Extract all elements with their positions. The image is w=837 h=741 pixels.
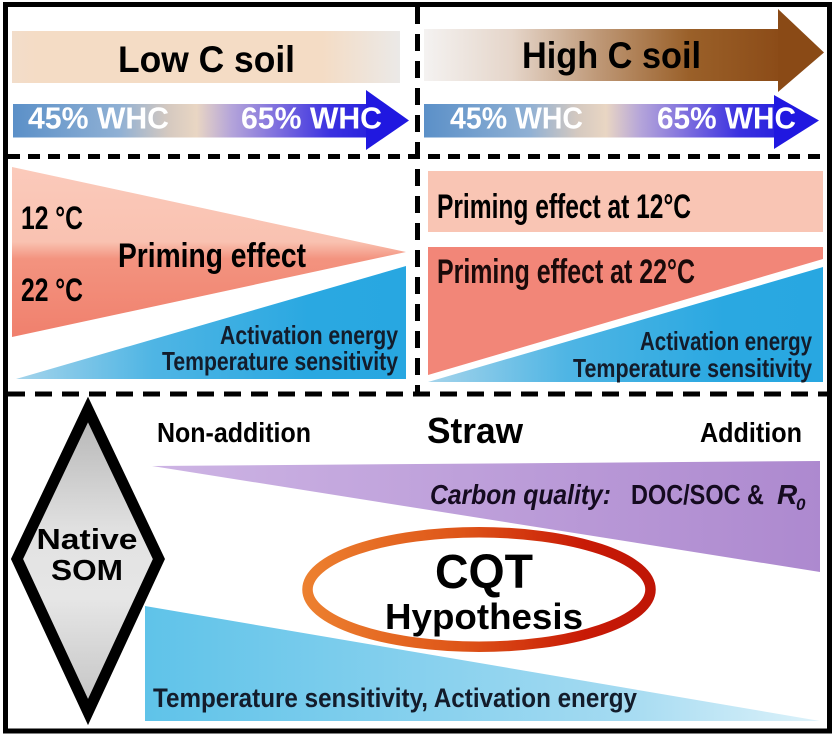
svg-text:45% WHC: 45% WHC [450,101,583,136]
svg-text:Addition: Addition [700,417,802,448]
svg-text:12 °C: 12 °C [21,200,83,236]
svg-text:22 °C: 22 °C [21,272,83,308]
svg-text:Low C soil: Low C soil [118,39,295,80]
svg-text:45% WHC: 45% WHC [28,101,169,136]
svg-text:High C soil: High C soil [522,35,701,76]
svg-text:Carbon quality:: Carbon quality: [430,479,611,510]
svg-text:Temperature sensitivity: Temperature sensitivity [573,353,812,383]
svg-text:Temperature sensitivity: Temperature sensitivity [162,346,398,376]
svg-text:Hypothesis: Hypothesis [385,596,583,637]
svg-text:Priming effect: Priming effect [118,237,306,275]
svg-text:Activation energy: Activation energy [220,320,398,350]
svg-text:Straw: Straw [427,410,524,451]
svg-text:Non-addition: Non-addition [157,417,311,448]
svg-text:65% WHC: 65% WHC [657,101,796,136]
svg-text:Priming effect at 22°C: Priming effect at 22°C [437,253,695,291]
svg-text:CQT: CQT [435,546,533,599]
svg-text:Native: Native [37,524,138,556]
svg-text:DOC/SOC &: DOC/SOC & [631,479,764,510]
svg-text:Temperature sensitivity, Activ: Temperature sensitivity, Activation ener… [153,683,637,713]
svg-text:0: 0 [796,495,806,514]
svg-text:65% WHC: 65% WHC [241,101,382,136]
svg-text:SOM: SOM [51,555,123,587]
svg-text:R: R [777,479,798,510]
svg-text:Priming effect at 12°C: Priming effect at 12°C [437,188,691,226]
svg-text:Activation energy: Activation energy [640,326,812,356]
